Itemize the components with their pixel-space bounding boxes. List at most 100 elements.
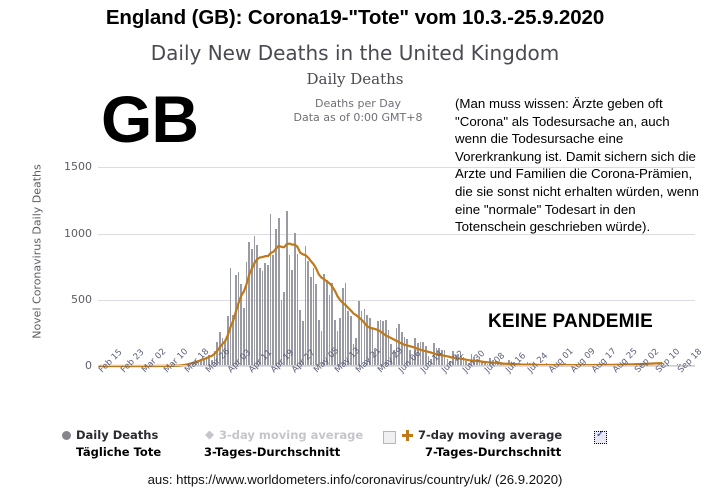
bar xyxy=(200,358,202,366)
bar xyxy=(363,309,366,366)
checkbox-unchecked-icon[interactable] xyxy=(383,431,396,444)
bar xyxy=(296,254,299,366)
bar xyxy=(425,346,427,366)
bar xyxy=(435,348,438,366)
bar xyxy=(221,338,224,366)
bar xyxy=(299,310,301,366)
legend-item-7day-avg[interactable]: 7-day moving average xyxy=(402,428,562,442)
bar xyxy=(288,255,291,366)
page-title-de: England (GB): Corona19-"Tote" vom 10.3.-… xyxy=(105,6,605,29)
bar xyxy=(478,359,481,366)
deaths-per-day-note: Deaths per Day xyxy=(315,97,401,110)
page-title-en: Daily New Deaths in the United Kingdom xyxy=(150,41,560,65)
data-asof-note: Data as of 0:00 GMT+8 xyxy=(293,111,423,124)
x-axis-ticks: Feb 15 Feb 23 Mar 02 Mar 10 Mar 18 Mar 26 Apr … xyxy=(97,346,703,413)
bar xyxy=(216,342,218,366)
bar xyxy=(243,307,245,366)
y-axis-label: Novel Coronavirus Daily Deaths xyxy=(30,164,44,339)
y-tick-label: 0 xyxy=(85,359,92,372)
bar xyxy=(304,245,307,366)
bar xyxy=(339,318,342,366)
bar xyxy=(259,268,261,366)
bar xyxy=(427,355,430,366)
bar xyxy=(275,229,277,366)
bar xyxy=(417,342,419,366)
gridline xyxy=(98,366,695,367)
legend-item-3day-avg[interactable]: 3-day moving average xyxy=(205,428,363,442)
bar xyxy=(390,343,392,366)
bar xyxy=(291,269,293,366)
bar xyxy=(392,350,395,366)
x-axis-line xyxy=(98,365,695,366)
bar xyxy=(382,321,384,366)
bar xyxy=(202,359,205,366)
bar xyxy=(307,260,309,366)
country-badge-gb: GB xyxy=(101,82,199,156)
bar xyxy=(409,350,411,366)
bar xyxy=(465,361,467,366)
bar xyxy=(368,317,371,366)
bar xyxy=(371,328,374,366)
chart-subtitle: Daily Deaths xyxy=(306,70,404,88)
bar xyxy=(261,271,264,366)
bar xyxy=(331,283,334,366)
bar xyxy=(462,357,465,366)
bar xyxy=(502,363,505,366)
bar xyxy=(395,328,398,366)
bar xyxy=(406,339,408,366)
bar xyxy=(454,354,457,366)
bar xyxy=(376,321,379,366)
bar xyxy=(269,213,272,366)
bar xyxy=(208,354,210,366)
checkbox-checked-icon[interactable] xyxy=(594,429,607,444)
bar xyxy=(318,320,320,366)
bar xyxy=(430,358,433,366)
bar xyxy=(210,360,213,366)
chart-legend: Daily Deaths Tägliche Tote 3-day moving … xyxy=(0,428,710,468)
bar xyxy=(272,254,275,366)
bar xyxy=(293,233,296,366)
bar xyxy=(205,358,208,366)
bar xyxy=(400,332,403,366)
y-tick-label: 1000 xyxy=(64,226,92,240)
bar xyxy=(229,267,232,366)
bar xyxy=(237,272,240,366)
bar xyxy=(379,319,382,366)
bar xyxy=(483,363,486,366)
bar xyxy=(334,320,336,366)
legend-item-daily-deaths[interactable]: Daily Deaths xyxy=(62,428,158,442)
bar xyxy=(240,283,243,366)
bar xyxy=(475,358,478,366)
bar xyxy=(457,354,459,366)
bar xyxy=(441,350,443,366)
plus-marker-icon xyxy=(402,429,413,441)
bar xyxy=(232,314,234,366)
bar xyxy=(411,355,414,366)
line-series-7day xyxy=(98,242,663,368)
bar xyxy=(256,244,259,366)
bar xyxy=(443,350,446,366)
bar xyxy=(226,315,229,366)
bar xyxy=(315,283,317,366)
bar xyxy=(309,276,312,366)
diamond-marker-icon xyxy=(205,430,214,440)
bar xyxy=(235,275,237,366)
legend-label-daily-deaths: Daily Deaths xyxy=(76,428,159,442)
bar xyxy=(301,321,304,366)
legend-label-de-7day-avg: 7-Tages-Durchschnitt xyxy=(425,445,562,459)
bar xyxy=(366,315,368,366)
bar xyxy=(467,362,470,366)
bar xyxy=(224,342,226,366)
bar xyxy=(414,337,417,366)
bar xyxy=(323,274,326,366)
bar xyxy=(438,347,441,366)
plot-area xyxy=(98,141,695,368)
bar xyxy=(422,342,425,366)
bar xyxy=(360,311,363,366)
bar xyxy=(347,311,350,366)
y-tick-label: 1500 xyxy=(64,160,92,174)
legend-label-3day-avg: 3-day moving average xyxy=(219,428,364,442)
bar xyxy=(283,292,285,366)
bar xyxy=(350,316,352,366)
